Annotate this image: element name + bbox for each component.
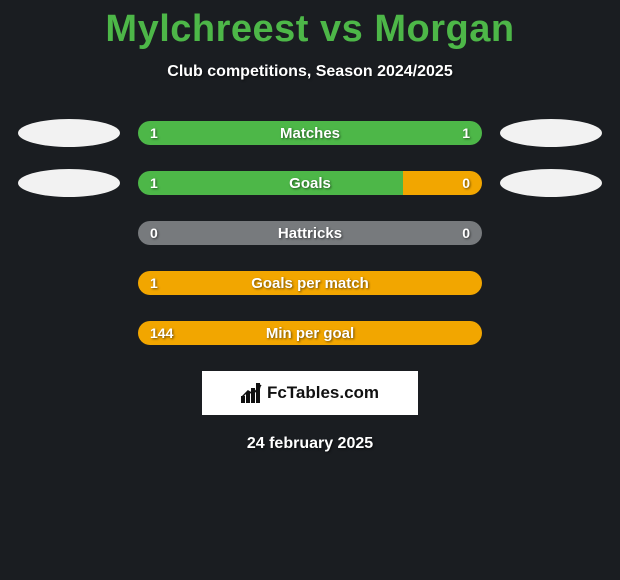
stat-bar: Hattricks00	[138, 221, 482, 245]
stat-bar: Matches11	[138, 121, 482, 145]
team-badge-right	[500, 119, 602, 147]
stat-bar: Min per goal144	[138, 321, 482, 345]
stat-rows: Matches11 Goals10 Hattricks00 Goals per mat…	[0, 119, 620, 347]
bar-segment	[403, 171, 482, 195]
bar-segment	[138, 121, 482, 145]
team-badge-left	[18, 119, 120, 147]
bar-segment	[138, 221, 482, 245]
stat-row: Matches11	[0, 119, 620, 147]
bar-chart-icon	[241, 383, 263, 403]
stat-row: Min per goal144	[0, 319, 620, 347]
team-badge-right	[500, 169, 602, 197]
stat-row: Hattricks00	[0, 219, 620, 247]
stat-row: Goals10	[0, 169, 620, 197]
date-label: 24 february 2025	[0, 435, 620, 453]
team-badge-left	[18, 169, 120, 197]
stat-bar: Goals10	[138, 171, 482, 195]
badge-spacer	[500, 269, 602, 297]
logo-text: FcTables.com	[267, 383, 379, 403]
stat-row: Goals per match1	[0, 269, 620, 297]
subtitle: Club competitions, Season 2024/2025	[0, 63, 620, 81]
badge-spacer	[18, 269, 120, 297]
badge-spacer	[500, 319, 602, 347]
logo-box: FcTables.com	[202, 371, 418, 415]
stat-bar: Goals per match1	[138, 271, 482, 295]
bar-segment	[138, 321, 482, 345]
bar-segment	[138, 171, 403, 195]
badge-spacer	[18, 319, 120, 347]
bar-segment	[138, 271, 482, 295]
page-title: Mylchreest vs Morgan	[0, 0, 620, 51]
badge-spacer	[18, 219, 120, 247]
badge-spacer	[500, 219, 602, 247]
